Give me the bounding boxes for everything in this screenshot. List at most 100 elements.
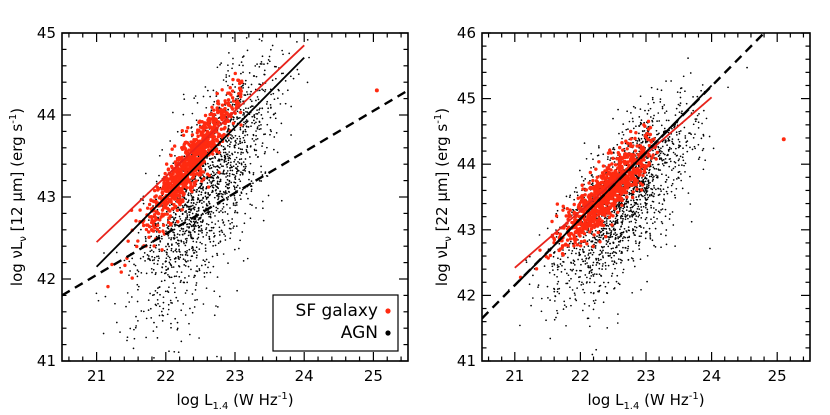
data-point: [208, 179, 211, 181]
data-point: [146, 223, 150, 227]
data-point: [279, 103, 282, 105]
data-point: [250, 180, 253, 182]
data-point: [196, 128, 200, 132]
data-point: [604, 268, 607, 270]
data-point: [636, 142, 638, 144]
data-point: [188, 230, 190, 233]
data-point: [212, 108, 216, 112]
data-point: [194, 224, 197, 227]
data-point: [200, 228, 203, 230]
data-point: [208, 112, 212, 117]
data-point: [231, 77, 235, 82]
data-point: [665, 190, 668, 193]
data-point: [192, 180, 197, 185]
data-point: [230, 101, 232, 103]
data-point: [603, 221, 606, 223]
data-point: [601, 255, 604, 257]
data-point: [605, 239, 608, 242]
data-point: [172, 144, 177, 148]
data-point: [640, 235, 642, 238]
data-point: [169, 221, 173, 226]
data-point: [144, 237, 147, 240]
data-point: [696, 95, 699, 98]
data-point: [195, 282, 198, 284]
data-point: [123, 259, 126, 262]
data-point: [555, 236, 558, 238]
data-point: [670, 147, 672, 150]
data-point: [200, 120, 204, 124]
data-point: [635, 196, 638, 198]
data-point: [583, 291, 586, 294]
data-point: [212, 265, 215, 268]
data-point: [193, 151, 197, 156]
data-point: [137, 319, 139, 322]
data-point: [144, 236, 147, 238]
data-point: [639, 121, 642, 124]
data-point: [184, 230, 187, 233]
data-point: [559, 258, 562, 261]
data-point: [646, 230, 648, 233]
data-point: [621, 213, 624, 215]
data-point: [237, 147, 240, 150]
data-point: [213, 174, 216, 177]
data-point: [194, 95, 197, 97]
data-point: [216, 185, 218, 188]
data-point: [235, 225, 238, 227]
data-point: [611, 252, 614, 254]
data-point: [135, 325, 137, 327]
data-point: [195, 141, 199, 146]
data-point: [258, 128, 261, 131]
data-point: [665, 161, 668, 164]
data-point: [662, 152, 665, 155]
data-point: [163, 171, 167, 176]
data-point: [692, 123, 695, 126]
data-point: [242, 111, 245, 114]
data-point: [233, 197, 236, 199]
data-point: [192, 163, 196, 167]
data-point: [241, 173, 244, 176]
data-point: [525, 259, 527, 262]
data-point: [640, 206, 643, 208]
data-point: [235, 163, 238, 166]
data-point: [184, 259, 186, 262]
data-point: [168, 261, 171, 264]
data-point: [229, 93, 233, 97]
data-point: [645, 186, 648, 189]
data-point: [189, 187, 193, 192]
data-point: [231, 121, 236, 125]
data-point: [572, 259, 575, 262]
data-point: [652, 149, 654, 152]
data-point: [181, 233, 184, 236]
data-point: [163, 279, 166, 282]
data-point: [195, 212, 198, 215]
data-point: [638, 244, 640, 247]
data-point: [156, 255, 158, 258]
data-point: [183, 155, 186, 158]
data-point: [155, 304, 158, 307]
data-point: [219, 163, 222, 166]
data-point: [152, 199, 157, 204]
data-point: [158, 154, 161, 157]
data-point: [119, 270, 123, 274]
data-point: [664, 153, 666, 156]
data-point: [235, 202, 237, 204]
data-point: [684, 137, 687, 139]
data-point: [170, 264, 173, 267]
data-point: [598, 146, 600, 149]
data-point: [648, 132, 653, 137]
data-point: [223, 113, 227, 118]
data-point: [577, 222, 581, 226]
data-point: [569, 240, 572, 243]
data-point: [259, 83, 262, 86]
data-point: [223, 121, 227, 126]
data-point: [231, 152, 233, 155]
data-point: [239, 123, 243, 127]
data-point: [246, 151, 249, 154]
data-point: [581, 281, 583, 284]
data-point: [704, 159, 707, 162]
data-point: [171, 191, 175, 196]
data-point: [694, 147, 697, 150]
data-point: [617, 152, 622, 157]
data-point: [208, 202, 211, 205]
data-point: [244, 130, 247, 133]
